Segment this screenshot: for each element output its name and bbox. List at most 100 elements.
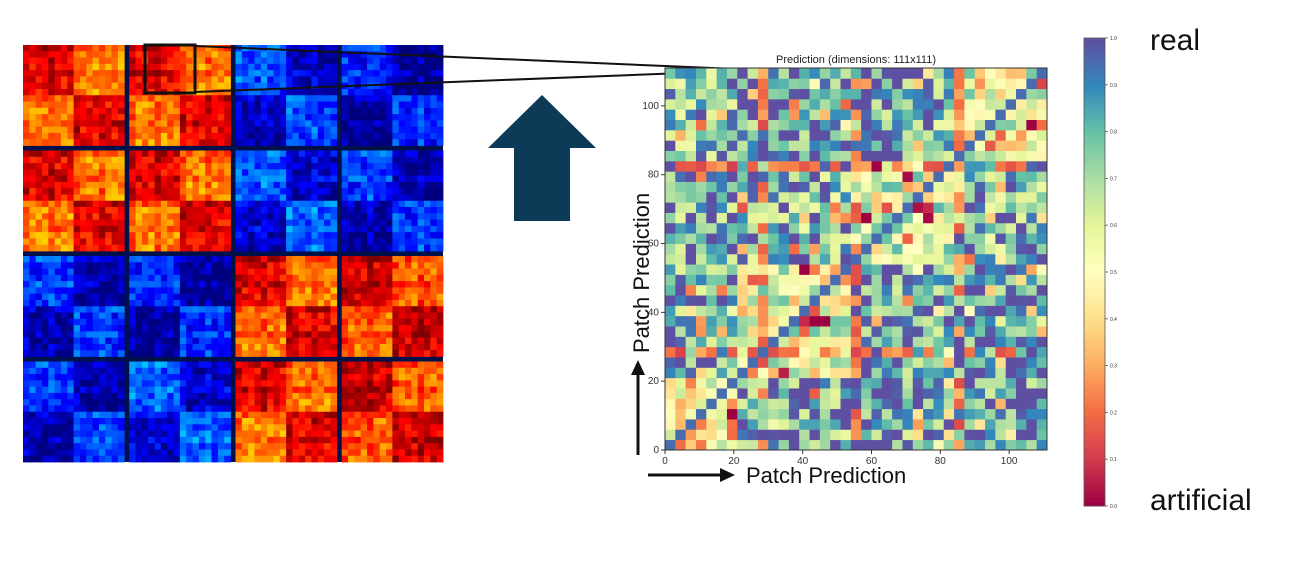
- left-heatmap-cell: [135, 325, 143, 332]
- left-heatmap-cell: [135, 181, 143, 189]
- prediction-heatmap-cell: [768, 243, 779, 255]
- left-heatmap-cell: [211, 399, 219, 406]
- left-heatmap-cell: [367, 70, 374, 77]
- left-heatmap-cell: [235, 343, 243, 351]
- prediction-heatmap-cell: [995, 336, 1007, 348]
- left-heatmap-cell: [160, 200, 168, 208]
- left-heatmap-cell: [405, 430, 412, 438]
- left-heatmap-cell: [260, 262, 268, 269]
- left-heatmap-cell: [141, 169, 149, 177]
- left-heatmap-cell: [41, 150, 49, 158]
- prediction-heatmap-cell: [716, 346, 728, 358]
- left-heatmap-cell: [217, 443, 225, 450]
- left-heatmap-cell: [111, 325, 119, 332]
- left-heatmap-cell: [186, 76, 193, 84]
- left-heatmap-cell: [54, 405, 62, 413]
- left-heatmap-cell: [29, 238, 37, 246]
- left-heatmap-cell: [224, 350, 231, 357]
- left-heatmap-cell: [341, 132, 349, 140]
- left-heatmap-cell: [305, 150, 312, 158]
- prediction-heatmap-cell: [675, 419, 687, 430]
- left-heatmap-cell: [254, 101, 262, 109]
- left-heatmap-cell: [211, 232, 219, 239]
- prediction-heatmap-cell: [964, 388, 976, 399]
- left-heatmap-cell: [273, 386, 281, 394]
- left-heatmap-cell: [211, 225, 219, 233]
- prediction-heatmap-cell: [788, 346, 800, 358]
- left-heatmap-cell: [235, 392, 243, 400]
- left-heatmap-cell: [160, 232, 168, 239]
- left-heatmap-cell: [373, 194, 381, 202]
- left-heatmap-cell: [324, 156, 331, 164]
- left-heatmap-cell: [167, 343, 174, 351]
- left-heatmap-cell: [141, 331, 149, 339]
- prediction-heatmap-cell: [747, 284, 759, 296]
- left-heatmap-cell: [35, 392, 43, 400]
- left-heatmap-cell: [286, 219, 293, 227]
- prediction-heatmap-cell: [685, 284, 697, 296]
- prediction-heatmap-cell: [943, 377, 955, 389]
- left-heatmap-cell: [217, 262, 225, 269]
- left-heatmap-cell: [317, 95, 325, 102]
- left-heatmap-cell: [354, 325, 362, 332]
- left-heatmap-cell: [60, 225, 68, 233]
- left-heatmap-cell: [73, 76, 81, 84]
- prediction-heatmap-cell: [985, 388, 996, 399]
- left-heatmap-cell: [367, 374, 374, 381]
- left-heatmap-cell: [29, 101, 37, 109]
- left-heatmap-cell: [111, 256, 119, 263]
- prediction-heatmap-cell: [809, 367, 821, 379]
- left-heatmap-cell: [192, 175, 200, 183]
- left-heatmap-cell: [267, 436, 274, 444]
- left-heatmap-cell: [373, 156, 381, 164]
- prediction-heatmap-cell: [706, 243, 718, 255]
- left-heatmap-cell: [330, 337, 338, 345]
- prediction-heatmap-cell: [737, 326, 748, 337]
- left-heatmap-cell: [360, 274, 368, 282]
- left-heatmap-cell: [173, 405, 181, 413]
- left-heatmap-cell: [436, 232, 444, 239]
- left-heatmap-cell: [360, 293, 368, 301]
- left-heatmap-cell: [305, 299, 312, 307]
- left-heatmap-cell: [330, 318, 338, 326]
- left-heatmap-cell: [35, 219, 43, 227]
- prediction-heatmap-cell: [747, 264, 759, 275]
- left-heatmap-cell: [205, 256, 212, 263]
- left-heatmap-cell: [23, 331, 30, 339]
- left-heatmap-cell: [241, 392, 249, 400]
- left-heatmap-cell: [379, 175, 387, 183]
- left-heatmap-cell: [217, 82, 225, 90]
- prediction-heatmap-cell: [675, 377, 687, 389]
- left-heatmap-cell: [398, 225, 406, 233]
- prediction-heatmap-cell: [943, 284, 955, 296]
- left-heatmap-cell: [98, 306, 106, 313]
- left-heatmap-cell: [98, 374, 106, 381]
- left-heatmap-cell: [424, 88, 431, 96]
- left-heatmap-cell: [205, 163, 212, 170]
- left-heatmap-cell: [167, 120, 174, 128]
- left-heatmap-cell: [305, 126, 312, 134]
- left-heatmap-cell: [279, 225, 287, 233]
- left-heatmap-cell: [235, 132, 243, 140]
- left-heatmap-cell: [292, 312, 300, 320]
- left-heatmap-cell: [92, 418, 100, 425]
- left-heatmap-cell: [273, 299, 281, 307]
- prediction-heatmap-cell: [892, 202, 903, 213]
- left-similarity-heatmap: [23, 45, 444, 463]
- left-heatmap-cell: [60, 95, 68, 102]
- left-heatmap-cell: [305, 107, 312, 115]
- left-heatmap-cell: [117, 455, 125, 463]
- left-heatmap-cell: [424, 194, 431, 202]
- left-heatmap-cell: [330, 45, 338, 52]
- left-heatmap-cell: [117, 114, 125, 121]
- left-heatmap-cell: [173, 318, 181, 326]
- left-heatmap-cell: [367, 262, 374, 269]
- left-heatmap-cell: [154, 200, 162, 208]
- left-heatmap-cell: [424, 380, 431, 388]
- left-heatmap-cell: [305, 156, 312, 164]
- left-heatmap-cell: [105, 318, 112, 326]
- prediction-heatmap-cell: [840, 336, 852, 348]
- left-heatmap-cell: [436, 287, 444, 295]
- left-heatmap-cell: [248, 312, 255, 320]
- prediction-heatmap-cell: [995, 284, 1007, 296]
